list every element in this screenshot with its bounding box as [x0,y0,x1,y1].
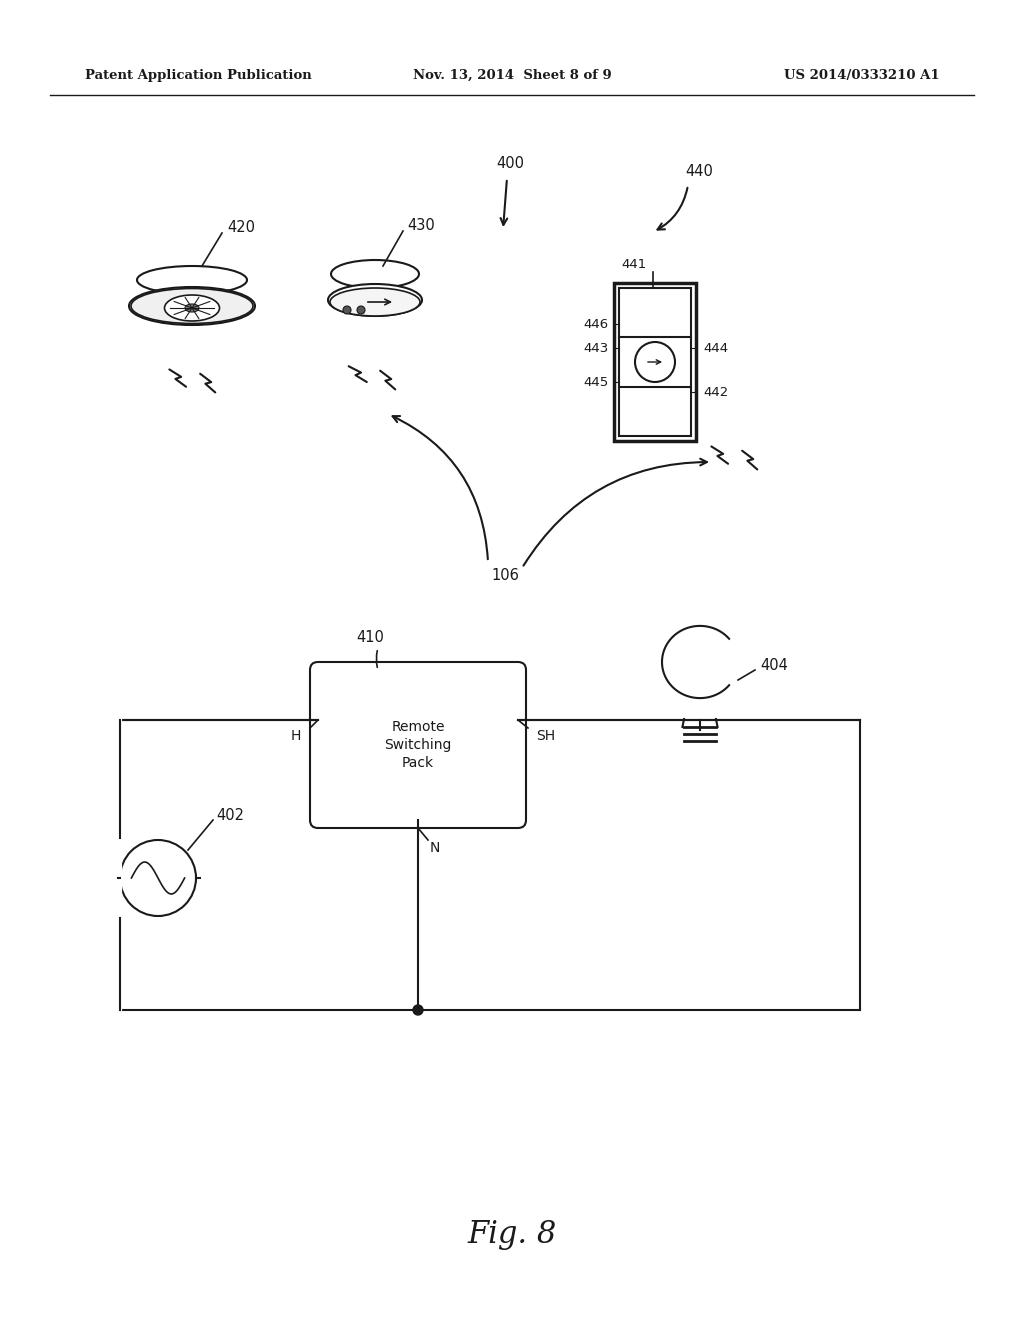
Text: Nov. 13, 2014  Sheet 8 of 9: Nov. 13, 2014 Sheet 8 of 9 [413,69,611,82]
Text: Patent Application Publication: Patent Application Publication [85,69,311,82]
Text: 402: 402 [216,808,244,822]
Text: 440: 440 [685,165,713,180]
Circle shape [413,1005,423,1015]
Text: 420: 420 [227,220,255,235]
Text: SH: SH [537,729,556,743]
Ellipse shape [185,304,199,312]
Circle shape [357,306,365,314]
Text: Switching: Switching [384,738,452,752]
Ellipse shape [328,284,422,315]
Text: Pack: Pack [402,756,434,770]
Text: 444: 444 [703,342,728,355]
Bar [614,282,696,441]
FancyBboxPatch shape [310,663,526,828]
Text: 404: 404 [760,657,787,672]
Text: 445: 445 [584,375,609,388]
Text: 443: 443 [584,342,609,355]
Text: 400: 400 [496,156,524,170]
Text: 430: 430 [407,219,435,234]
Ellipse shape [129,286,255,325]
Ellipse shape [331,260,419,288]
Ellipse shape [137,267,247,294]
Ellipse shape [330,288,420,315]
Text: US 2014/0333210 A1: US 2014/0333210 A1 [784,69,940,82]
Text: H: H [291,729,301,743]
Ellipse shape [165,294,219,321]
Text: Fig. 8: Fig. 8 [467,1220,557,1250]
Text: 441: 441 [622,257,647,271]
Circle shape [343,306,351,314]
Circle shape [635,342,675,381]
Text: 446: 446 [584,318,609,330]
Text: Remote: Remote [391,719,444,734]
Text: N: N [430,841,440,855]
Text: 410: 410 [356,631,384,645]
Text: 442: 442 [703,385,728,399]
Bar [618,288,691,436]
Ellipse shape [131,289,253,323]
Text: 106: 106 [492,568,519,582]
